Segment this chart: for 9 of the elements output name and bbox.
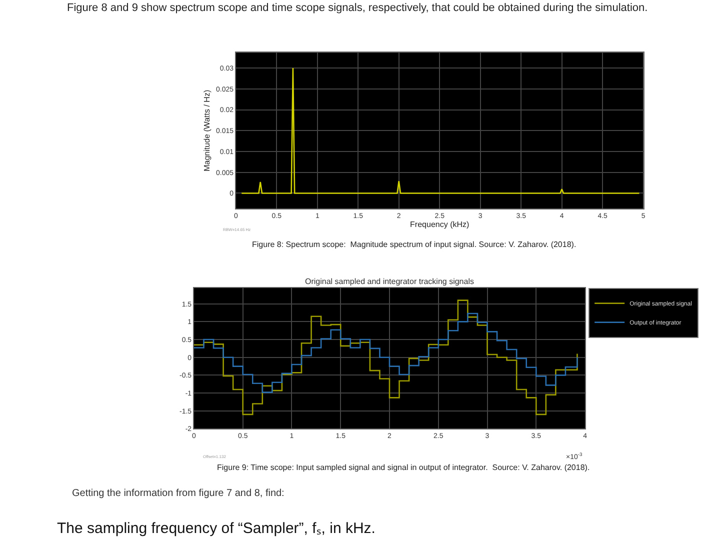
caption: Figure 8: Spectrum scope: Magnitude spectrum of input signal. Source: V. Zaharov. (2018).: [252, 240, 576, 249]
caption: Figure 9: Time scope: Input sampled signal and signal in output of integrator. Source: V. Zaharov. (2018).: [217, 463, 590, 472]
text: The sampling frequency of “Sampler”, fₛ, in kHz.: [57, 520, 376, 537]
text: Getting the information from figure 7 and 8, find:: [72, 488, 284, 499]
y-axis-title: Magnitude (Watts / Hz): [202, 90, 212, 172]
line-series: [240, 67, 640, 194]
chart-title: Original sampled and integrator tracking signals: [305, 277, 474, 286]
x-axis-title: Frequency (kHz): [410, 220, 470, 230]
caption: Figure 8 and 9 show spectrum scope and time scope signals, respectively, that could be obtained during the simulation.: [67, 2, 648, 14]
